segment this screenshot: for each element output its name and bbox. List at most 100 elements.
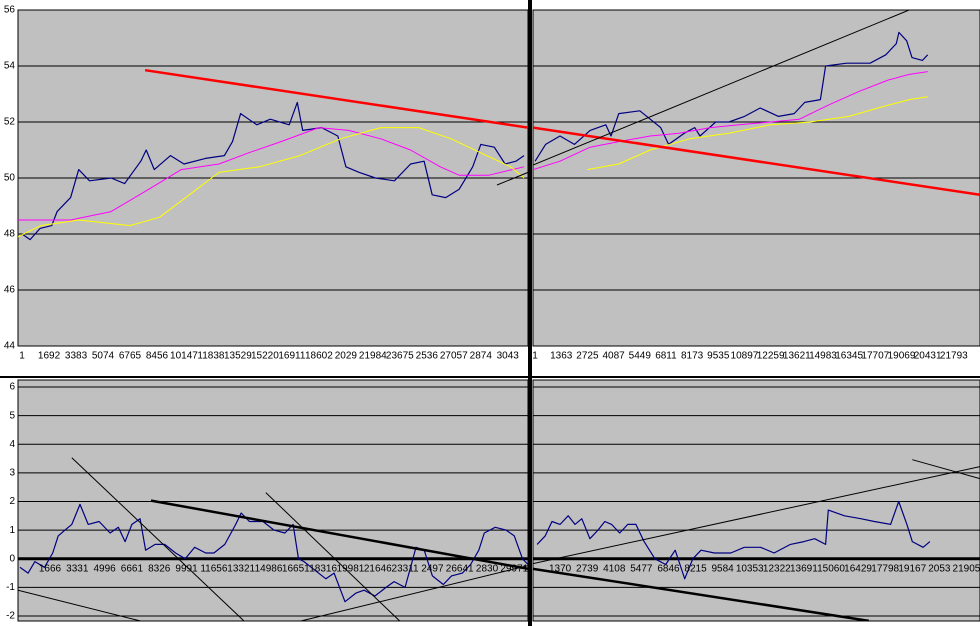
series-line [533, 466, 980, 565]
series-line [301, 565, 528, 621]
x-tick-label: 2739 [576, 563, 599, 574]
series-line [533, 71, 928, 171]
y-tick-label: 1 [9, 525, 15, 536]
series-line [536, 500, 931, 580]
x-tick-label: 2497 [421, 563, 444, 574]
x-tick-label: 17707 [861, 351, 889, 362]
x-tick-label: 3043 [497, 351, 520, 362]
y-tick-label: 54 [4, 61, 16, 72]
series-line [265, 492, 400, 621]
x-tick-label: 21984 [359, 351, 387, 362]
x-tick-label: 6661 [121, 563, 144, 574]
x-tick-label: 18316 [309, 563, 337, 574]
x-tick-label: 1 [19, 351, 25, 362]
y-tick-label: 48 [4, 229, 16, 240]
x-tick-label: 4996 [93, 563, 116, 574]
x-tick-label: 13691 [790, 563, 818, 574]
x-tick-label: 8215 [684, 563, 707, 574]
series-line [533, 567, 870, 621]
x-tick-label: 27057 [440, 351, 468, 362]
x-tick-label: 6765 [119, 351, 142, 362]
x-tick-label: 1370 [549, 563, 572, 574]
series-line [18, 127, 525, 238]
x-tick-label: 1692 [38, 351, 61, 362]
x-tick-label: 14983 [809, 351, 837, 362]
y-tick-label: 0 [9, 553, 15, 564]
x-tick-label: 5477 [630, 563, 653, 574]
x-tick-label: 16429 [844, 563, 872, 574]
x-tick-label: 17798 [871, 563, 899, 574]
x-tick-label: 4108 [603, 563, 626, 574]
x-tick-label: 23311 [392, 563, 420, 574]
x-tick-label: 9584 [712, 563, 735, 574]
x-tick-label: 3383 [65, 351, 88, 362]
x-tick-label: 21646 [364, 563, 392, 574]
x-tick-label: 5449 [629, 351, 652, 362]
x-tick-label: 11656 [200, 563, 228, 574]
x-tick-label: 2053 [928, 563, 951, 574]
series-line [587, 96, 928, 171]
plot-layer [18, 386, 528, 621]
series-line [150, 499, 528, 571]
x-tick-label: 19981 [337, 563, 365, 574]
x-tick-label: 12259 [757, 351, 785, 362]
x-tick-label: 16345 [835, 351, 863, 362]
x-tick-label: 15220 [251, 351, 279, 362]
x-tick-label: 20431 [914, 351, 942, 362]
x-tick-label: 12322 [763, 563, 791, 574]
x-tick-label: 2830 [476, 563, 499, 574]
x-tick-label: 5074 [92, 351, 115, 362]
x-tick-label: 23675 [386, 351, 414, 362]
x-tick-label: 19069 [888, 351, 916, 362]
y-tick-label: 52 [4, 117, 16, 128]
y-tick-label: -1 [6, 582, 15, 593]
series-line [71, 457, 245, 621]
x-tick-label: 2029 [335, 351, 358, 362]
series-line [18, 589, 141, 621]
y-tick-label: 56 [4, 5, 16, 16]
x-tick-label: 10147 [170, 351, 198, 362]
x-tick-label: 18602 [305, 351, 333, 362]
y-tick-label: 2 [9, 496, 15, 507]
y-tick-label: 46 [4, 285, 16, 296]
x-tick-label: 13529 [224, 351, 252, 362]
x-tick-label: 9991 [175, 563, 198, 574]
x-tick-label: 13321 [227, 563, 255, 574]
x-tick-label: 29971 [500, 563, 528, 574]
series-line [144, 68, 528, 129]
x-tick-label: 6846 [657, 563, 680, 574]
x-tick-label: 13621 [783, 351, 811, 362]
x-tick-label: 14986 [255, 563, 283, 574]
series-line [18, 127, 525, 221]
y-tick-label: 6 [9, 382, 15, 393]
x-tick-label: 1666 [39, 563, 62, 574]
x-tick-label: 1363 [550, 351, 573, 362]
y-tick-label: -2 [6, 611, 15, 622]
x-tick-label: 21793 [940, 351, 968, 362]
plot-layer [533, 386, 980, 621]
series-line [496, 171, 528, 186]
panel-divider [0, 376, 980, 378]
x-tick-label: 16911 [278, 351, 306, 362]
x-tick-label: 2874 [470, 351, 493, 362]
series-line [533, 126, 980, 197]
plot-layer [18, 10, 528, 346]
y-tick-label: 44 [4, 341, 16, 352]
x-tick-label: 10897 [731, 351, 759, 362]
x-tick-label: 9535 [707, 351, 730, 362]
plot-area [17, 379, 529, 622]
x-tick-label: 11838 [197, 351, 225, 362]
series-line [534, 31, 929, 162]
x-tick-label: 8173 [681, 351, 704, 362]
x-tick-label: 4087 [602, 351, 625, 362]
x-tick-label: 8456 [146, 351, 169, 362]
x-tick-label: 21905 [953, 563, 980, 574]
x-tick-label: 19167 [898, 563, 926, 574]
x-tick-label: 26641 [446, 563, 474, 574]
series-line [19, 503, 528, 603]
x-tick-label: 2536 [416, 351, 439, 362]
x-tick-label: 10353 [736, 563, 764, 574]
y-tick-label: 4 [9, 439, 15, 450]
x-tick-label: 8326 [148, 563, 171, 574]
